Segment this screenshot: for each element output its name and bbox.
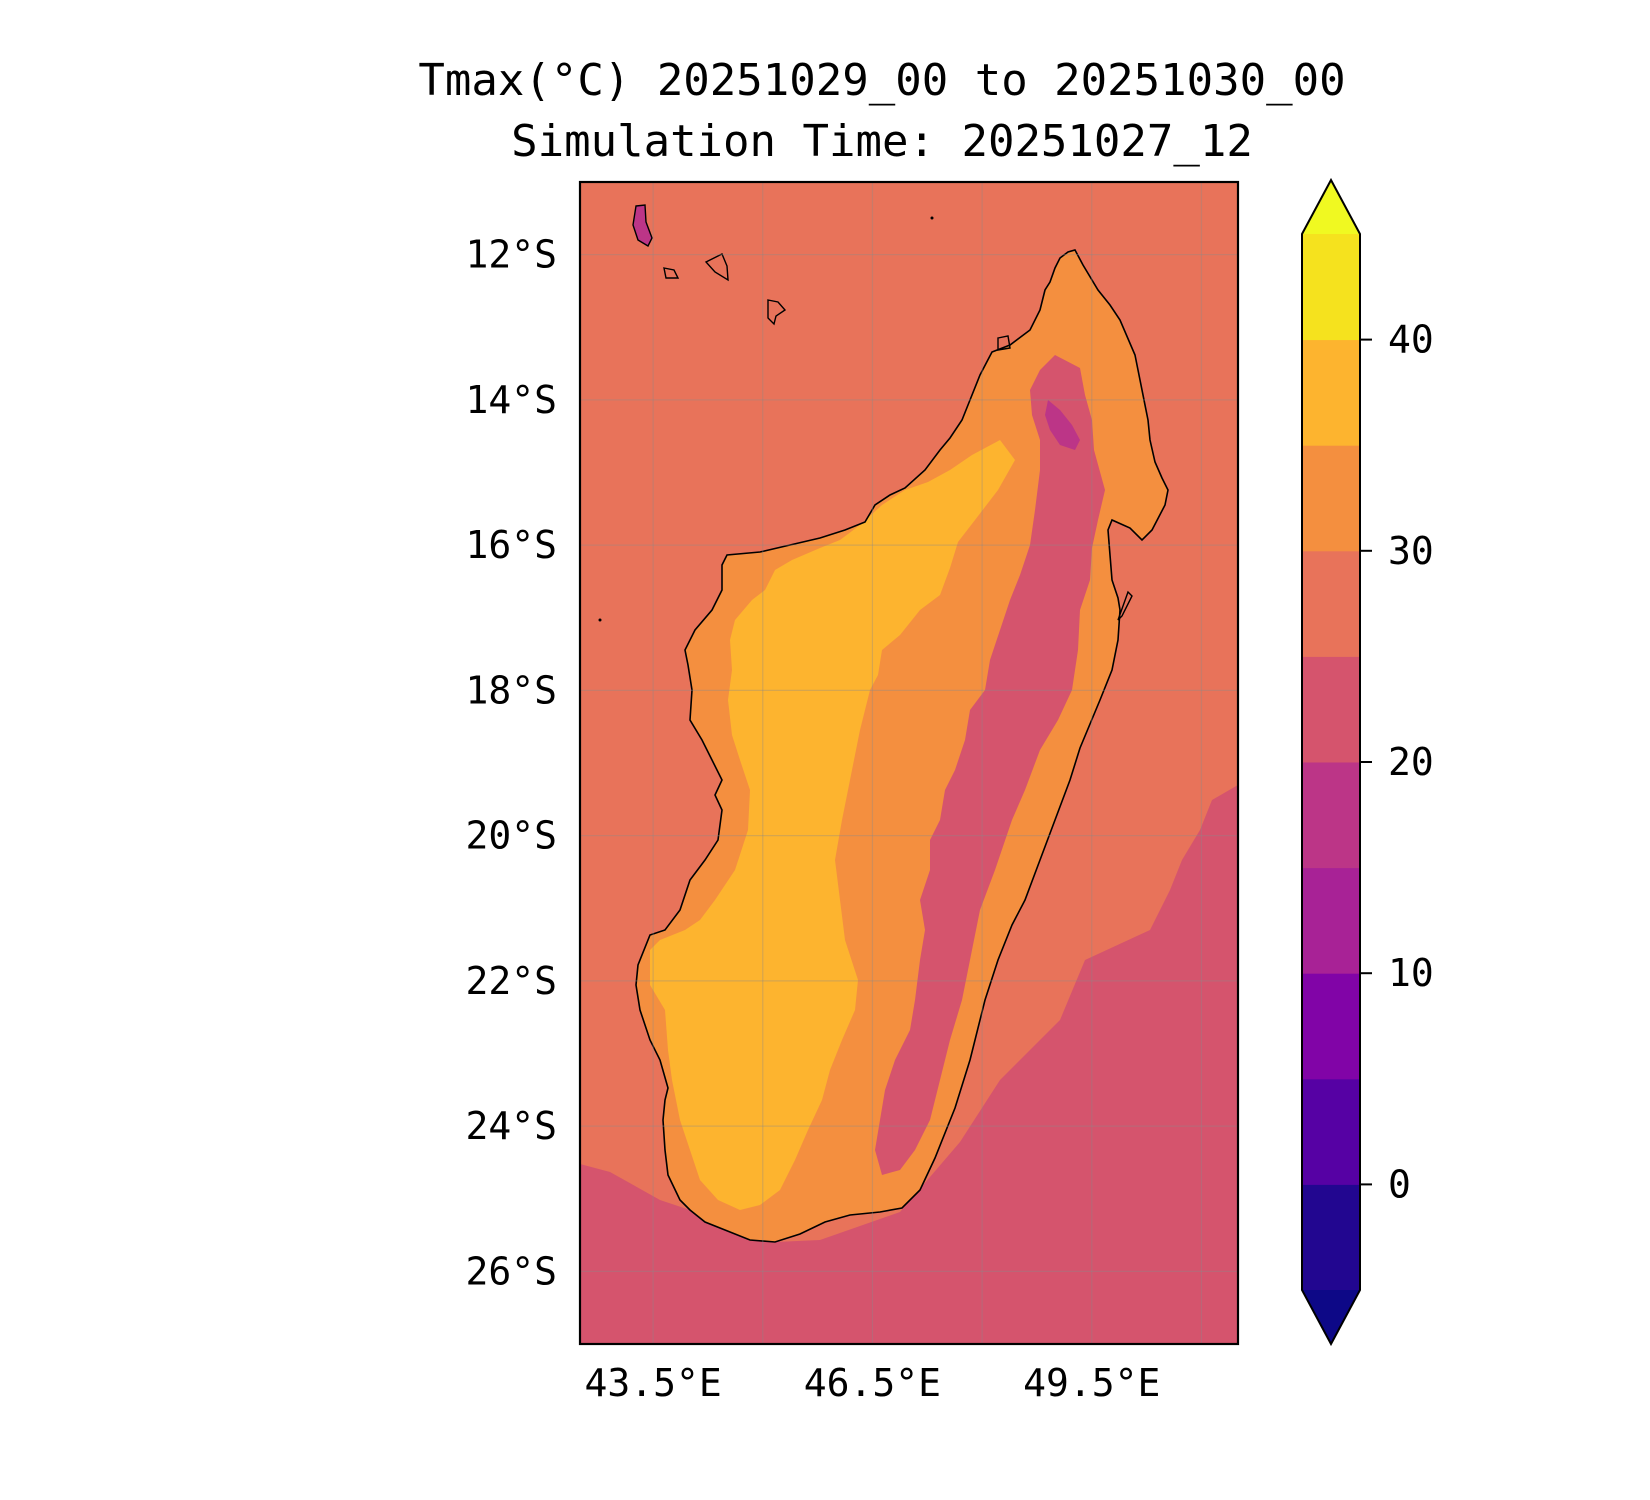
lat-tick-label: 24°S [465,1104,557,1148]
ocean-south-region [580,785,1238,1344]
small-island-sainte-marie [1117,590,1133,621]
colorbar-tick-label: 40 [1388,318,1434,362]
latitude-tick-labels: 12°S 14°S 16°S 18°S 20°S 22°S 24°S 26°S [465,233,557,1294]
small-island-moheli [663,267,680,279]
colorbar-over-triangle [1302,180,1360,234]
madagascar-highlands-zone [875,355,1105,1175]
lat-tick-label: 20°S [465,814,557,858]
colorbar-segment [1302,550,1360,657]
colorbar-tick-label: 20 [1388,740,1434,784]
colorbar-outline [1301,177,1361,1347]
madagascar-coastline [635,249,1169,1243]
colorbar-segment [1302,445,1360,552]
small-island-speck-2 [598,618,602,622]
lat-tick-label: 14°S [465,378,557,422]
lat-tick-label: 26°S [465,1249,557,1293]
map-frame [578,180,1240,1346]
small-island-nosy-be [997,335,1011,351]
small-island-anjouan [704,253,729,282]
madagascar-highland-peak [1045,400,1080,450]
colorbar: 0 10 20 30 40 [1301,177,1434,1347]
map-panel [580,182,1238,1344]
colorbar-segment [1302,867,1360,974]
map-gridlines [580,182,1238,1344]
lon-tick-label: 43.5°E [584,1361,721,1405]
colorbar-segment [1302,762,1360,869]
colorbar-tick-label: 30 [1388,529,1434,573]
colorbar-segment [1302,339,1360,446]
colorbar-tick-label: 10 [1388,951,1434,995]
colorbar-segment [1302,656,1360,763]
longitude-tick-labels: 43.5°E 46.5°E 49.5°E [584,1361,1160,1405]
title-line-1: Tmax(°C) 20251029_00 to 20251030_00 [418,55,1345,106]
lat-tick-label: 12°S [465,233,557,277]
small-island-grande-comore [632,204,653,247]
lon-tick-label: 49.5°E [1023,1361,1160,1405]
madagascar-hot-zone [650,440,1015,1210]
colorbar-segment [1302,1184,1360,1291]
colorbar-segment [1302,973,1360,1080]
lat-tick-label: 22°S [465,959,557,1003]
lat-tick-label: 16°S [465,523,557,567]
title-line-2: Simulation Time: 20251027_12 [511,116,1253,167]
lat-tick-label: 18°S [465,668,557,712]
colorbar-segment [1302,234,1360,341]
colorbar-tick-label: 0 [1388,1162,1411,1206]
lon-tick-label: 46.5°E [804,1361,941,1405]
small-island-speck-1 [930,216,934,220]
colorbar-segment [1302,1078,1360,1185]
small-island-mayotte [767,299,787,326]
colorbar-under-triangle [1302,1290,1360,1344]
